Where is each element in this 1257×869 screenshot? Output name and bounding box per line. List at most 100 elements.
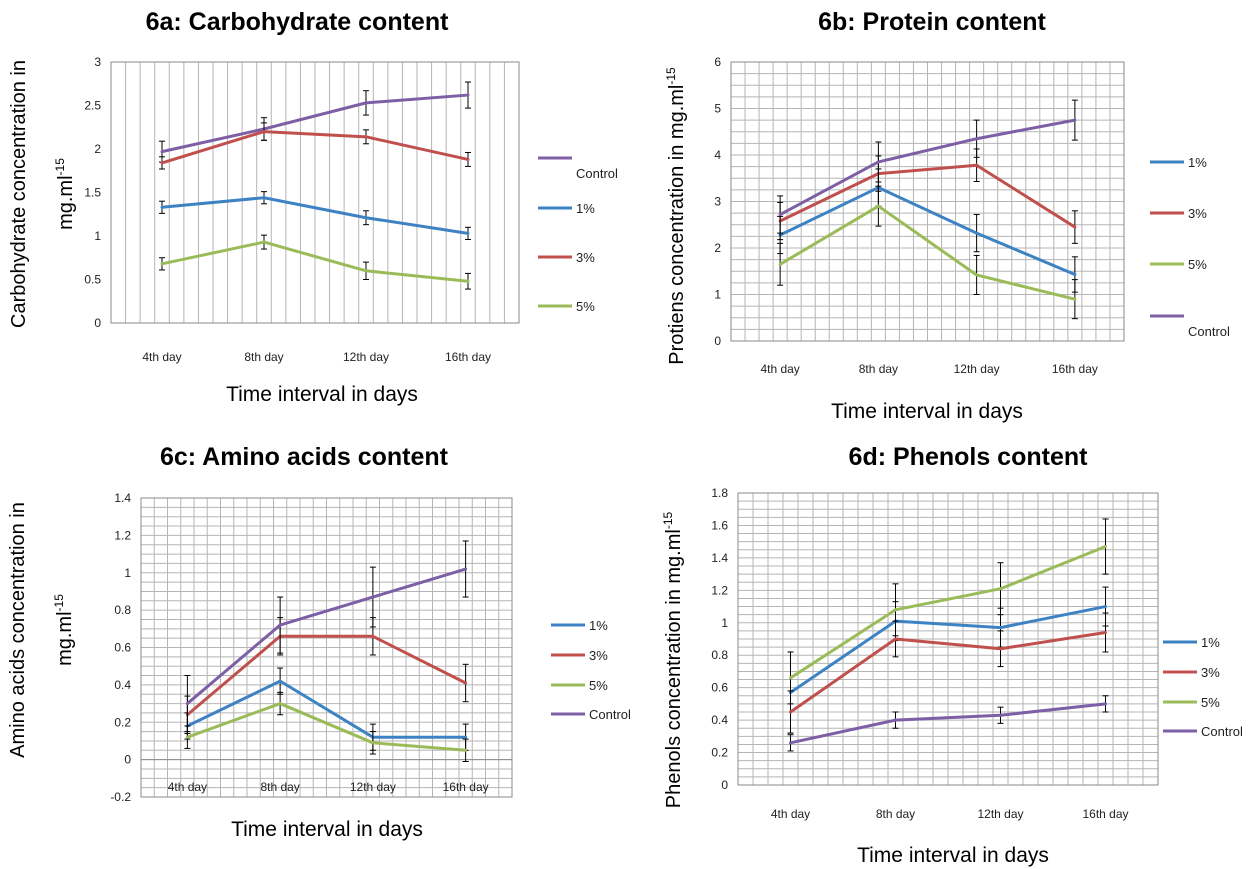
y-tick-label: 1.6 (711, 518, 728, 532)
chart-panel-1: 6a: Carbohydrate content 0 0.5 1 1.5 2 2.5 3 4th… (8, 8, 618, 406)
data-point (1104, 631, 1107, 635)
y-tick-label: 0.2 (711, 746, 728, 760)
legend: 1% 3% 5% Control (1150, 155, 1230, 339)
data-point (364, 101, 368, 105)
data-point (262, 196, 266, 200)
legend-label: 1% (1201, 635, 1220, 650)
series-line (790, 702, 1106, 745)
data-point (789, 710, 792, 714)
x-tick-label: 4th day (142, 350, 181, 364)
x-tick-label: 8th day (859, 362, 898, 376)
data-point (364, 216, 368, 220)
data-point (371, 595, 375, 599)
gridlines (141, 498, 512, 797)
data-point (371, 741, 375, 745)
series-5pct (159, 234, 471, 290)
y-tick-label: 3 (714, 195, 721, 209)
data-point (466, 157, 470, 161)
y-tick-label: 0.6 (711, 681, 728, 695)
data-point (160, 161, 164, 165)
data-point (1073, 273, 1077, 277)
legend-label: 3% (576, 250, 595, 265)
series-line (789, 545, 1107, 680)
gridlines (125, 62, 505, 323)
x-tick-label: 16th day (443, 780, 489, 794)
y-tick-label: 3 (94, 55, 101, 69)
data-point (975, 231, 979, 235)
series-line (789, 631, 1106, 714)
legend-label: Control (1188, 324, 1230, 339)
legend: 1% 3% 5% Control (1163, 635, 1243, 739)
y-tick-label: 1 (124, 566, 131, 580)
x-axis-label: Time interval in days (231, 818, 423, 841)
x-tick-label: 8th day (260, 780, 299, 794)
data-point (262, 240, 266, 244)
y-tick-label: 0.5 (84, 273, 101, 287)
y-tick-label: 0.2 (114, 715, 131, 729)
series-control (787, 695, 1109, 752)
y-axis-unit-superscript: -15 (52, 594, 66, 612)
legend-label: 1% (576, 201, 595, 216)
data-point (464, 735, 468, 739)
series-line (779, 186, 1076, 276)
data-point (894, 608, 897, 612)
series-line (161, 240, 469, 283)
legend-label: 3% (1188, 206, 1207, 221)
plot-area-frame (730, 61, 1125, 342)
y-axis-label-text: Protiens concentration in mg.ml (666, 85, 688, 365)
x-tick-label: 8th day (876, 807, 915, 821)
x-tick-label: 16th day (1052, 362, 1098, 376)
data-point (364, 135, 368, 139)
data-point (778, 213, 782, 217)
chart-title: 6a: Carbohydrate content (146, 8, 450, 36)
y-tick-label: 1 (721, 616, 728, 630)
x-axis-label: Time interval in days (226, 383, 418, 406)
data-point (464, 681, 468, 685)
gridlines (738, 493, 1158, 785)
y-tick-label: 1 (714, 288, 721, 302)
y-axis-label: Protiens concentration in mg.ml-15 (664, 67, 688, 365)
series-line (779, 163, 1076, 229)
y-axis-label-text: Phenols concentration in mg.ml (663, 529, 685, 808)
chart-panel-3: 6c: Amino acids content -0.2 0 0.2 0.4 0.6 0.8… (7, 443, 631, 841)
series-line (186, 634, 467, 716)
gridlines (731, 62, 1124, 341)
y-tick-label: -0.2 (110, 790, 131, 804)
y-tick-label: 0 (94, 316, 101, 330)
legend-label: Control (1201, 724, 1243, 739)
y-axis-label: Carbohydrate concentration in (8, 60, 30, 328)
y-tick-label: 0 (124, 753, 131, 767)
legend: 1% 3% 5% Control (551, 618, 631, 722)
y-axis-label: Phenols concentration in mg.ml-15 (661, 511, 685, 808)
y-axis-label-unit: mg.ml-15 (52, 594, 76, 666)
data-point (975, 137, 979, 141)
y-tick-label: 1 (94, 229, 101, 243)
series-line (186, 679, 466, 739)
legend-label: Control (576, 166, 618, 181)
legend-label: 3% (589, 648, 608, 663)
plot-area-frame (110, 61, 520, 324)
y-tick-label: 0 (721, 778, 728, 792)
data-point (364, 269, 368, 273)
data-point (466, 231, 470, 235)
data-point (975, 163, 979, 167)
plot-area-frame (140, 497, 513, 798)
data-point (278, 623, 282, 627)
chart-title: 6b: Protein content (818, 8, 1046, 36)
series-control (777, 99, 1078, 234)
series-1pct (159, 191, 471, 240)
data-point (789, 741, 792, 745)
y-tick-label: 2 (714, 241, 721, 255)
y-tick-label: 0 (714, 334, 721, 348)
data-point (1073, 297, 1077, 301)
legend: Control 1% 3% 5% (538, 156, 618, 314)
data-point (466, 93, 470, 97)
data-point (278, 679, 282, 683)
plot-area-frame (737, 492, 1159, 786)
data-point (999, 713, 1002, 717)
y-axis-unit-superscript: -15 (661, 511, 675, 529)
x-tick-label: 8th day (244, 350, 283, 364)
y-tick-label: 0.6 (114, 641, 131, 655)
data-point (1104, 605, 1107, 609)
